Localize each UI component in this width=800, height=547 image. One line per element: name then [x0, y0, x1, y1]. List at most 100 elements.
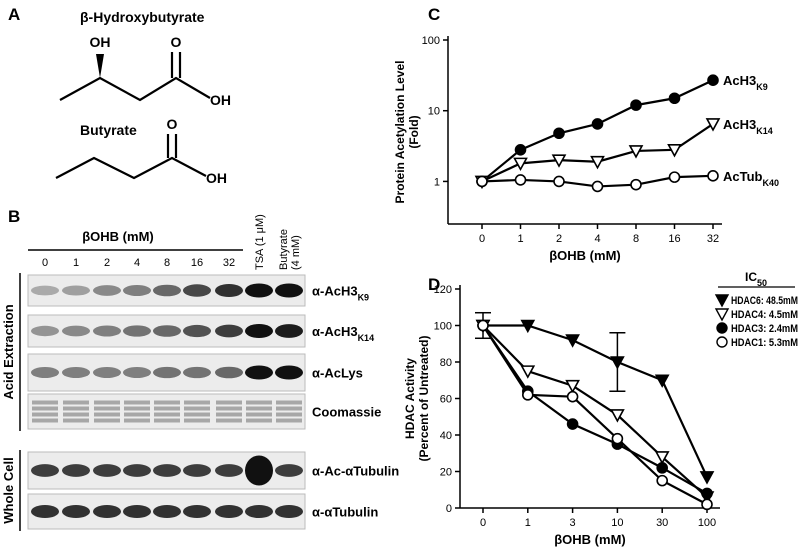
- blot-band: [245, 504, 273, 519]
- blot-band: [275, 504, 303, 519]
- blot-band: [93, 504, 121, 519]
- blot-band: [123, 504, 151, 519]
- x-tick-label: 0: [480, 517, 486, 529]
- blot-band: [215, 464, 243, 477]
- y-tick-label: 40: [440, 430, 452, 442]
- y-tick-label: 100: [422, 35, 440, 47]
- lane-label: 16: [191, 257, 203, 269]
- blot-band: [215, 324, 243, 338]
- blot-band: [62, 504, 90, 519]
- marker: [630, 99, 642, 111]
- row-label-main: α-Ac-αTubulin: [312, 464, 399, 479]
- series-label: AcH3K9: [723, 73, 768, 92]
- y-tick-label: 0: [446, 503, 452, 515]
- blot-band: [216, 412, 242, 417]
- lane-label: Butyrate: [278, 229, 290, 270]
- marker: [707, 74, 719, 87]
- marker: [699, 471, 715, 485]
- marker: [701, 498, 713, 511]
- lane-label: 0: [42, 257, 48, 269]
- row-label-main: α-AcH3: [312, 324, 358, 339]
- blot-band: [63, 406, 89, 411]
- blot-band: [246, 400, 272, 405]
- blot-band: [246, 418, 272, 423]
- y-axis-label: HDAC Activity: [403, 358, 417, 439]
- blot-band: [215, 504, 243, 519]
- molecule-name: Butyrate: [80, 122, 137, 138]
- x-tick-label: 30: [656, 517, 668, 529]
- blot-band: [184, 406, 210, 411]
- series-label-main: AcH3: [723, 117, 756, 132]
- marker: [476, 175, 488, 188]
- blot-band: [32, 406, 58, 411]
- y-axis-label: (Fold): [407, 115, 421, 148]
- blot-band: [276, 406, 302, 411]
- blot-band: [183, 324, 211, 338]
- blot-band: [276, 418, 302, 423]
- row-label: Coomassie: [312, 405, 381, 420]
- marker: [566, 418, 579, 430]
- legend-title-main: IC: [745, 270, 757, 284]
- panel-label: B: [8, 207, 20, 226]
- y-tick-label: 20: [440, 467, 452, 479]
- blot-band: [63, 412, 89, 417]
- blot-band: [93, 367, 121, 378]
- marker: [565, 334, 580, 348]
- row-label-main: α-AcH3: [312, 284, 358, 299]
- blot-band: [216, 418, 242, 423]
- blot-band: [123, 367, 151, 378]
- blot-band: [123, 285, 151, 296]
- lane-label: 1: [73, 257, 79, 269]
- blot-band: [124, 418, 150, 423]
- blot-band: [276, 412, 302, 417]
- legend-title: IC50: [745, 270, 767, 288]
- marker: [566, 390, 579, 403]
- marker: [551, 154, 567, 168]
- x-tick-label: 1: [525, 517, 531, 529]
- y-tick-label: 10: [428, 106, 440, 118]
- blot-band: [62, 367, 90, 378]
- marker: [628, 145, 644, 159]
- blot-band: [94, 412, 120, 417]
- blot-band: [31, 325, 59, 337]
- blot-band: [153, 366, 181, 379]
- blot-band: [154, 412, 180, 417]
- legend-label: HDAC3: 2.4mM: [731, 323, 798, 335]
- butyrate-structure: [55, 134, 207, 180]
- marker: [654, 374, 670, 388]
- legend-marker: [714, 294, 730, 308]
- marker: [610, 409, 625, 423]
- blot-band: [31, 367, 59, 378]
- blot-band: [94, 406, 120, 411]
- row-label-subscript: K9: [358, 293, 370, 303]
- blot-band: [216, 400, 242, 405]
- marker: [477, 319, 489, 332]
- y-tick-label: 60: [440, 394, 452, 406]
- blot-band: [93, 285, 121, 296]
- blot-band: [153, 464, 181, 477]
- blot-band: [154, 400, 180, 405]
- legend-label: HDAC6: 48.5mM: [731, 295, 798, 307]
- row-label: α-AcH3K14: [312, 324, 374, 343]
- marker: [611, 432, 624, 445]
- marker: [591, 118, 604, 130]
- blot-band: [63, 400, 89, 405]
- marker: [701, 487, 713, 500]
- blot-band: [275, 283, 303, 298]
- row-label: α-αTubulin: [312, 505, 378, 520]
- blot-band: [184, 412, 210, 417]
- x-tick-label: 3: [570, 517, 576, 529]
- row-label-main: α-AcLys: [312, 366, 363, 381]
- lane-label: TSA (1 μM): [254, 214, 266, 270]
- series-label-subscript: K9: [756, 82, 768, 92]
- blot-band: [245, 283, 273, 298]
- marker: [514, 174, 527, 186]
- x-tick-label: 10: [611, 517, 623, 529]
- series-label: AcTubK40: [723, 169, 779, 188]
- lane-label: 32: [223, 257, 235, 269]
- series-line: [482, 324, 708, 506]
- blot-band: [276, 400, 302, 405]
- marker: [513, 157, 528, 172]
- blot-band: [215, 283, 243, 298]
- blot-band: [245, 324, 273, 338]
